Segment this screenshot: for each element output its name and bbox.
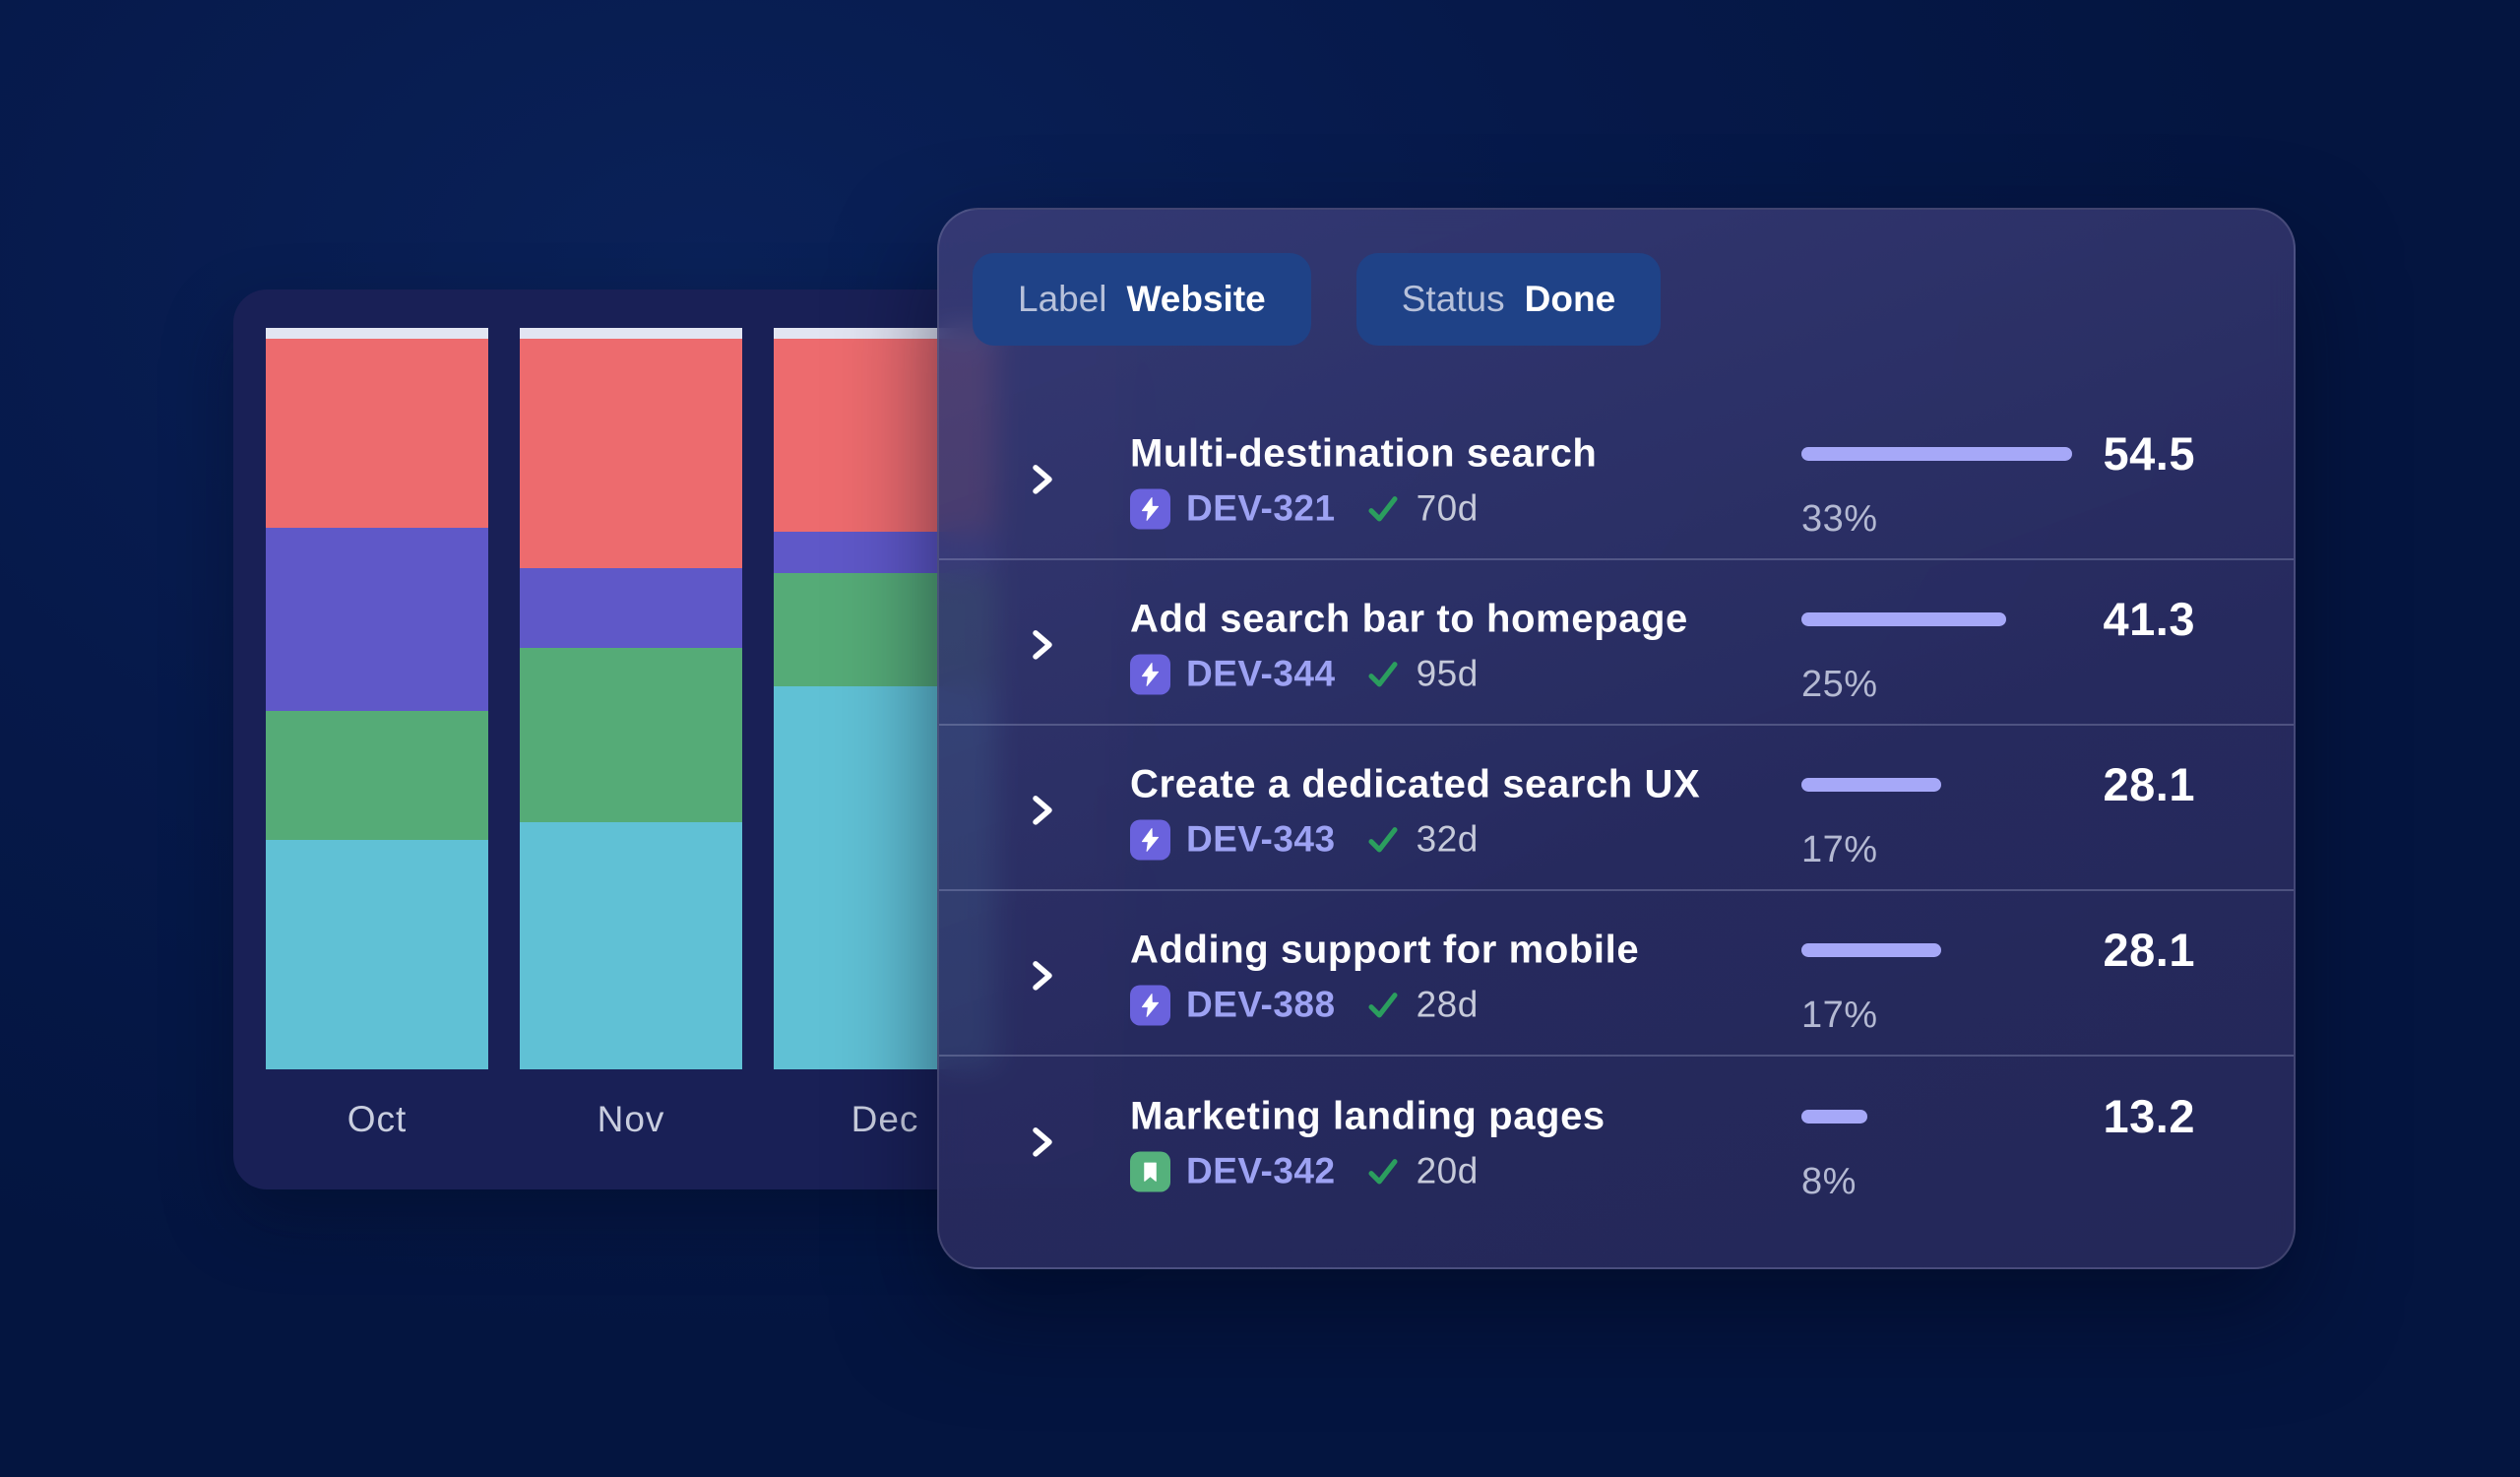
issue-row[interactable]: Add search bar to homepage DEV-344 95d 4…: [939, 560, 2294, 726]
issue-value: 28.1: [2103, 757, 2195, 810]
issue-id: DEV-344: [1186, 653, 1336, 694]
issue-type-bolt-icon: [1130, 984, 1170, 1025]
issue-days: 20d: [1416, 1150, 1479, 1191]
filter-chip-status[interactable]: Status Done: [1355, 253, 1662, 346]
check-icon: [1365, 490, 1401, 526]
issue-percent: 17%: [1801, 994, 1878, 1036]
issue-meta: DEV-321 70d: [1130, 487, 1597, 529]
issue-days: 95d: [1416, 653, 1479, 694]
check-icon: [1365, 821, 1401, 857]
month-labels: Oct Nov Dec: [266, 1099, 996, 1140]
check-icon: [1365, 1153, 1401, 1188]
progress-bar: [1801, 611, 2006, 626]
issue-percent: 25%: [1801, 663, 1878, 705]
chevron-right-icon[interactable]: [1027, 1124, 1058, 1160]
issue-meta: DEV-344 95d: [1130, 653, 1688, 694]
stacked-bar-nov: [520, 328, 742, 1069]
filter-chips: Label Website Status Done: [973, 253, 1662, 346]
bar-segment-top-highlight: [266, 328, 488, 340]
issues-panel: Label Website Status Done Multi-destinat…: [937, 208, 2296, 1269]
issue-percent: 8%: [1801, 1160, 1857, 1202]
issue-row[interactable]: Create a dedicated search UX DEV-343 32d…: [939, 726, 2294, 891]
issue-progress-block: 28.1 17%: [1801, 757, 2195, 871]
chevron-right-icon[interactable]: [1027, 462, 1058, 497]
issue-type-bolt-icon: [1130, 487, 1170, 529]
bar-segment-top-highlight: [520, 328, 742, 340]
issue-row[interactable]: Marketing landing pages DEV-342 20d 13.2…: [939, 1057, 2294, 1222]
filter-chip-value: Done: [1524, 279, 1616, 319]
issue-progress-block: 13.2 8%: [1801, 1089, 2195, 1203]
issue-meta: DEV-388 28d: [1130, 984, 1639, 1025]
issue-row[interactable]: Adding support for mobile DEV-388 28d 28…: [939, 891, 2294, 1057]
stacked-bar-oct: [266, 328, 488, 1069]
filter-chip-label[interactable]: Label Website: [973, 253, 1311, 346]
bar-segment-purple: [266, 528, 488, 712]
bar-segment-purple: [520, 567, 742, 648]
progress-bar: [1801, 1109, 1867, 1124]
bar-segment-green: [520, 647, 742, 823]
issue-id: DEV-321: [1186, 487, 1336, 529]
issue-title: Adding support for mobile: [1130, 928, 1640, 972]
bar-segment-coral: [266, 339, 488, 529]
check-icon: [1365, 987, 1401, 1022]
issue-text-block: Multi-destination search DEV-321 70d: [1130, 431, 1597, 529]
issue-text-block: Create a dedicated search UX DEV-343 32d: [1130, 762, 1700, 860]
issue-value: 54.5: [2103, 426, 2195, 480]
bar-segment-green: [266, 711, 488, 840]
issue-title: Add search bar to homepage: [1130, 597, 1688, 641]
filter-chip-label: Label: [1018, 279, 1107, 319]
issue-text-block: Add search bar to homepage DEV-344 95d: [1130, 597, 1688, 694]
bar-segment-teal: [266, 839, 488, 1069]
issue-percent: 17%: [1801, 828, 1878, 870]
issue-rows: Multi-destination search DEV-321 70d 54.…: [939, 395, 2294, 1222]
issue-id: DEV-342: [1186, 1150, 1336, 1191]
chevron-right-icon[interactable]: [1027, 627, 1058, 663]
month-label: Dec: [850, 1099, 919, 1139]
issue-value: 28.1: [2103, 923, 2195, 976]
chevron-right-icon[interactable]: [1027, 793, 1058, 828]
stacked-bars: [266, 328, 996, 1069]
month-label: Oct: [346, 1099, 408, 1139]
issue-days: 70d: [1416, 487, 1479, 529]
issue-progress-block: 41.3 25%: [1801, 592, 2195, 706]
issue-progress-block: 54.5 33%: [1801, 426, 2195, 541]
filter-chip-label: Status: [1401, 279, 1505, 319]
bar-segment-coral: [520, 339, 742, 568]
issue-type-bolt-icon: [1130, 818, 1170, 860]
bar-segment-top-highlight: [774, 328, 996, 340]
progress-bar: [1801, 446, 2072, 461]
issue-meta: DEV-342 20d: [1130, 1150, 1606, 1191]
issue-days: 32d: [1416, 818, 1479, 860]
filter-chip-value: Website: [1126, 279, 1266, 319]
issue-row[interactable]: Multi-destination search DEV-321 70d 54.…: [939, 395, 2294, 560]
issue-id: DEV-388: [1186, 984, 1336, 1025]
progress-bar: [1801, 942, 1941, 957]
month-label: Nov: [597, 1099, 665, 1139]
issue-type-bolt-icon: [1130, 653, 1170, 694]
issue-text-block: Marketing landing pages DEV-342 20d: [1130, 1094, 1606, 1191]
issue-type-bookmark-icon: [1130, 1150, 1170, 1191]
issue-title: Multi-destination search: [1130, 431, 1598, 476]
issue-value: 13.2: [2103, 1089, 2195, 1142]
issue-meta: DEV-343 32d: [1130, 818, 1700, 860]
issue-title: Marketing landing pages: [1130, 1094, 1606, 1138]
progress-bar: [1801, 777, 1941, 792]
bar-segment-teal: [520, 822, 742, 1069]
issue-percent: 33%: [1801, 497, 1878, 540]
issue-value: 41.3: [2103, 592, 2195, 645]
issue-text-block: Adding support for mobile DEV-388 28d: [1130, 928, 1639, 1025]
issue-progress-block: 28.1 17%: [1801, 923, 2195, 1037]
chevron-right-icon[interactable]: [1027, 958, 1058, 994]
issue-days: 28d: [1416, 984, 1479, 1025]
issue-title: Create a dedicated search UX: [1130, 762, 1701, 806]
issue-id: DEV-343: [1186, 818, 1336, 860]
check-icon: [1365, 656, 1401, 691]
